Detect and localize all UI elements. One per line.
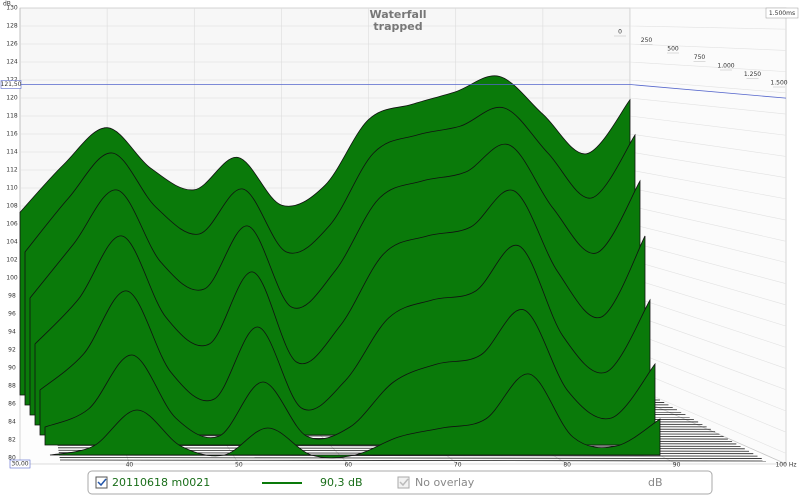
x-tick-label: 100 Hz xyxy=(775,462,796,469)
z-tick-label: 250 xyxy=(641,37,653,44)
y-tick-label: 100 xyxy=(6,275,18,282)
x-tick-label: 90 xyxy=(673,462,681,469)
x-tick-label: 40 xyxy=(126,462,134,469)
y-tick-label: 88 xyxy=(8,383,16,390)
x-tick-label: 80 xyxy=(563,462,571,469)
y-tick-label: 122 xyxy=(6,77,18,84)
y-tick-label: 94 xyxy=(8,329,16,336)
y-tick-label: 110 xyxy=(6,185,18,192)
cursor-x-label: 30,00 xyxy=(11,461,28,468)
y-tick-label: 128 xyxy=(6,23,18,30)
wall-grid-line xyxy=(629,259,787,306)
overlay-checkbox[interactable] xyxy=(397,476,410,489)
z-tick-label: 1.000 xyxy=(717,63,734,70)
y-tick-label: 114 xyxy=(6,149,18,156)
y-tick-label: 130 xyxy=(6,5,18,12)
y-tick-label: 126 xyxy=(6,41,18,48)
y-tick-label: 96 xyxy=(8,311,16,318)
y-tick-label: 90 xyxy=(8,365,16,372)
floor-stripe xyxy=(59,457,762,459)
floor-stripe xyxy=(59,459,767,462)
z-tick-label: 1.250 xyxy=(744,71,761,78)
y-tick-label: 112 xyxy=(6,167,18,174)
wall-grid-line xyxy=(629,133,787,157)
wall-grid-line xyxy=(629,331,787,391)
wall-grid-line xyxy=(629,223,787,263)
wall-grid-line xyxy=(629,25,787,30)
slices xyxy=(19,75,661,459)
chart-title: Waterfall xyxy=(369,8,426,21)
wall-grid-line xyxy=(629,79,787,94)
wall-grid-line xyxy=(629,205,787,242)
check-mark xyxy=(97,478,107,487)
wall-grid-line xyxy=(629,115,787,136)
x-tick-label: 50 xyxy=(235,462,243,469)
y-tick-label: 104 xyxy=(6,239,18,246)
wall-grid-line xyxy=(629,313,787,369)
y-tick-label: 80 xyxy=(8,455,16,462)
wall-grid-line xyxy=(629,367,787,433)
z-tick-label: 500 xyxy=(667,46,679,53)
wall-grid-line xyxy=(629,349,787,412)
level-value: 90,3 dB xyxy=(320,476,363,489)
z-tick-label: 1.500 xyxy=(770,80,787,87)
wall-grid-line xyxy=(629,295,787,348)
y-tick-label: 86 xyxy=(8,401,16,408)
overlay-label[interactable]: No overlay xyxy=(415,476,475,489)
y-tick-label: 102 xyxy=(6,257,18,264)
z-tick-label: 750 xyxy=(694,54,706,61)
cursor-y-wall-line xyxy=(629,84,787,99)
cursor-y-box xyxy=(0,80,22,89)
wall-grid-line xyxy=(629,43,787,51)
cursor-y-label: 121,50 xyxy=(1,81,22,88)
y-tick-label: 116 xyxy=(6,131,18,138)
wall-grid-line xyxy=(629,241,787,285)
y-tick-label: 120 xyxy=(6,95,18,102)
wall-grid-line xyxy=(629,97,787,115)
y-axis-label: dB xyxy=(3,1,11,8)
x-tick-label: 60 xyxy=(344,462,352,469)
z-tick-label: 0 xyxy=(618,29,622,36)
y-tick-label: 84 xyxy=(8,419,16,426)
chart-subtitle: trapped xyxy=(373,20,422,33)
slice xyxy=(49,373,661,459)
wall-grid-line xyxy=(629,61,787,72)
measurement-name[interactable]: 20110618 m0021 xyxy=(112,476,210,489)
time-range-box xyxy=(765,7,799,19)
x-tick-label: 70 xyxy=(454,462,462,469)
cursor-x-box xyxy=(9,459,31,469)
y-tick-label: 118 xyxy=(6,113,18,120)
wall-grid-line xyxy=(629,151,787,178)
wall-grid-line xyxy=(629,169,787,200)
y-tick-label: 82 xyxy=(8,437,16,444)
unit-label: dB xyxy=(648,476,663,489)
labels: 80 82 84 86 88 90 92 94 96 98 100 102 104 106 108 110 11… xyxy=(1,5,797,469)
y-tick-label: 92 xyxy=(8,347,16,354)
y-tick-label: 124 xyxy=(6,59,18,66)
wall-grid-line xyxy=(629,187,787,221)
y-tick-label: 106 xyxy=(6,221,18,228)
y-tick-label: 108 xyxy=(6,203,18,210)
y-tick-label: 98 xyxy=(8,293,16,300)
wall-grid-line xyxy=(629,277,787,327)
time-range-label: 1.500ms xyxy=(769,10,795,17)
wall-grid-line xyxy=(629,385,787,454)
overlay-check-mark xyxy=(399,478,409,487)
checkbox[interactable] xyxy=(95,476,108,489)
